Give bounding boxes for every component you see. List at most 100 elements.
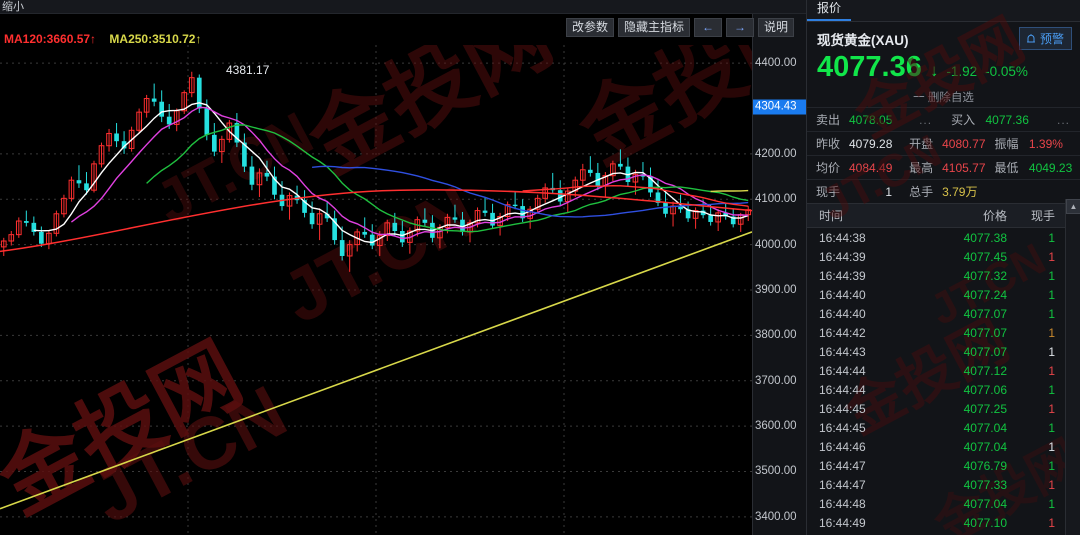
ma120-legend: MA120:3660.57↑ bbox=[4, 32, 97, 46]
axis-tick-label: 3400.00 bbox=[755, 510, 797, 523]
tick-time: 16:44:44 bbox=[819, 363, 866, 378]
tick-row[interactable]: 16:44:38 4077.38 1 bbox=[807, 228, 1080, 247]
tick-list-header: 时间 价格 现手 bbox=[807, 203, 1080, 228]
hide-main-indicator-button[interactable]: 隐藏主指标 bbox=[618, 17, 691, 37]
help-button[interactable]: 说明 bbox=[758, 17, 795, 37]
total-volume-value: 3.79万 bbox=[942, 179, 986, 203]
table-row: 卖出 4078.05 ... 买入 4077.36 ... bbox=[807, 107, 1080, 132]
tick-row[interactable]: 16:44:43 4077.07 1 bbox=[807, 342, 1080, 361]
tick-row[interactable]: 16:44:47 4077.33 1 bbox=[807, 475, 1080, 494]
buy-dots: ... bbox=[1028, 107, 1080, 132]
tick-price: 4077.24 bbox=[963, 287, 1007, 302]
ma250-legend: MA250:3510.72↑ bbox=[109, 32, 202, 46]
tick-volume: 1 bbox=[1048, 458, 1055, 473]
tick-volume: 1 bbox=[1048, 230, 1055, 245]
tick-time: 16:44:38 bbox=[819, 230, 866, 245]
axis-tick-label: 3500.00 bbox=[755, 465, 797, 478]
tick-time: 16:44:40 bbox=[819, 287, 866, 302]
tick-volume: 1 bbox=[1048, 515, 1055, 530]
tick-time: 16:44:40 bbox=[819, 306, 866, 321]
tick-header-time: 时间 bbox=[819, 209, 844, 223]
axis-tick-label: 3600.00 bbox=[755, 420, 797, 433]
quote-panel: 报价 现货黄金(XAU) 预警 4077.36 ↓ -1.92 -0.05% 一… bbox=[806, 0, 1080, 535]
tick-row[interactable]: 16:44:45 4077.25 1 bbox=[807, 399, 1080, 418]
tick-row[interactable]: 16:44:40 4077.24 1 bbox=[807, 285, 1080, 304]
amplitude-value: 1.39% bbox=[1028, 131, 1080, 156]
quote-tabs: 报价 bbox=[807, 0, 1080, 22]
tick-volume: 1 bbox=[1048, 268, 1055, 283]
tick-row[interactable]: 16:44:44 4077.12 1 bbox=[807, 361, 1080, 380]
high-value: 4105.77 bbox=[942, 155, 986, 180]
current-volume-value: 1 bbox=[849, 179, 901, 203]
zoom-out-label[interactable]: 缩小 bbox=[2, 0, 24, 13]
quote-fields-table: 卖出 4078.05 ... 买入 4077.36 ... 昨收 4079.28… bbox=[807, 107, 1080, 203]
svg-text:金投网: 金投网 bbox=[293, 45, 567, 192]
tick-row[interactable]: 16:44:45 4077.04 1 bbox=[807, 418, 1080, 437]
next-arrow-icon[interactable]: → bbox=[726, 17, 755, 37]
tick-price: 4077.07 bbox=[963, 306, 1007, 321]
buy-value: 4077.36 bbox=[985, 107, 1029, 132]
tick-row[interactable]: 16:44:39 4077.32 1 bbox=[807, 266, 1080, 285]
tick-time: 16:44:42 bbox=[819, 325, 866, 340]
peak-price-label: 4381.17 bbox=[226, 63, 270, 77]
remove-favorite-button[interactable]: 一 删除自选 bbox=[913, 92, 974, 104]
bell-icon bbox=[1027, 33, 1035, 42]
total-volume-label: 总手 bbox=[900, 179, 943, 203]
ma-legend: MA120:3660.57↑ MA250:3510.72↑ bbox=[4, 32, 201, 46]
tick-price: 4077.10 bbox=[963, 515, 1007, 530]
tick-volume: 1 bbox=[1048, 401, 1055, 416]
prev-arrow-icon[interactable]: ← bbox=[694, 17, 723, 37]
last-price: 4077.36 bbox=[817, 51, 922, 83]
tick-row[interactable]: 16:44:39 4077.45 1 bbox=[807, 247, 1080, 266]
chart-toolbar: 改参数 隐藏主指标 ← → 说明 bbox=[566, 15, 798, 39]
chart-topbar: 缩小 bbox=[0, 0, 806, 14]
price-row: 4077.36 ↓ -1.92 -0.05% bbox=[817, 50, 1070, 84]
open-label: 开盘 bbox=[900, 131, 943, 156]
tick-volume: 1 bbox=[1048, 249, 1055, 264]
price-change: -1.92 bbox=[946, 64, 978, 79]
table-row: 昨收 4079.28 开盘 4080.77 振幅 1.39% bbox=[807, 131, 1080, 156]
tick-price: 4077.04 bbox=[963, 439, 1007, 454]
axis-tick-label: 4000.00 bbox=[755, 238, 797, 251]
tick-price: 4077.04 bbox=[963, 496, 1007, 511]
buy-label: 买入 bbox=[942, 107, 986, 132]
sell-dots: ... bbox=[900, 107, 943, 132]
tick-row[interactable]: 16:44:46 4077.04 1 bbox=[807, 437, 1080, 456]
tick-list-scrollbar[interactable]: ▲ bbox=[1065, 199, 1080, 535]
axis-tick-label: 4100.00 bbox=[755, 193, 797, 206]
tick-row[interactable]: 16:44:49 4077.10 1 bbox=[807, 513, 1080, 532]
tick-row[interactable]: 16:44:47 4076.79 1 bbox=[807, 456, 1080, 475]
scroll-up-icon[interactable]: ▲ bbox=[1066, 199, 1080, 214]
tick-volume: 1 bbox=[1048, 382, 1055, 397]
tick-volume: 1 bbox=[1048, 325, 1055, 340]
tick-header-price: 价格 bbox=[982, 209, 1007, 223]
tick-time: 16:44:45 bbox=[819, 420, 866, 435]
tick-volume: 1 bbox=[1048, 477, 1055, 492]
avg-label: 均价 bbox=[807, 155, 849, 180]
tick-time: 16:44:43 bbox=[819, 344, 866, 359]
tick-volume: 1 bbox=[1048, 287, 1055, 302]
tick-price: 4076.79 bbox=[963, 458, 1007, 473]
tick-volume: 1 bbox=[1048, 306, 1055, 321]
table-row: 均价 4084.49 最高 4105.77 最低 4049.23 bbox=[807, 155, 1080, 180]
tick-volume: 1 bbox=[1048, 363, 1055, 378]
price-change-pct: -0.05% bbox=[985, 64, 1028, 79]
alert-label: 预警 bbox=[1039, 32, 1064, 46]
tick-price: 4077.38 bbox=[963, 230, 1007, 245]
tick-row[interactable]: 16:44:48 4077.04 1 bbox=[807, 494, 1080, 513]
tick-volume: 1 bbox=[1048, 420, 1055, 435]
table-row: 现手 1 总手 3.79万 bbox=[807, 179, 1080, 203]
tick-price: 4077.04 bbox=[963, 420, 1007, 435]
sell-value: 4078.05 bbox=[849, 107, 901, 132]
tick-row[interactable]: 16:44:40 4077.07 1 bbox=[807, 304, 1080, 323]
alert-button[interactable]: 预警 bbox=[1018, 27, 1072, 50]
candlestick-plot[interactable]: 金投网 JT.CN 金投网 JT.CN 金投网 JT.CN bbox=[0, 45, 752, 535]
change-params-button[interactable]: 改参数 bbox=[566, 17, 615, 37]
tick-row[interactable]: 16:44:44 4077.06 1 bbox=[807, 380, 1080, 399]
tick-price: 4077.45 bbox=[963, 249, 1007, 264]
tick-list[interactable]: 16:44:38 4077.38 1 16:44:39 4077.45 1 16:44:39… bbox=[807, 228, 1080, 532]
tick-row[interactable]: 16:44:42 4077.07 1 bbox=[807, 323, 1080, 342]
tab-quote[interactable]: 报价 bbox=[807, 0, 852, 21]
